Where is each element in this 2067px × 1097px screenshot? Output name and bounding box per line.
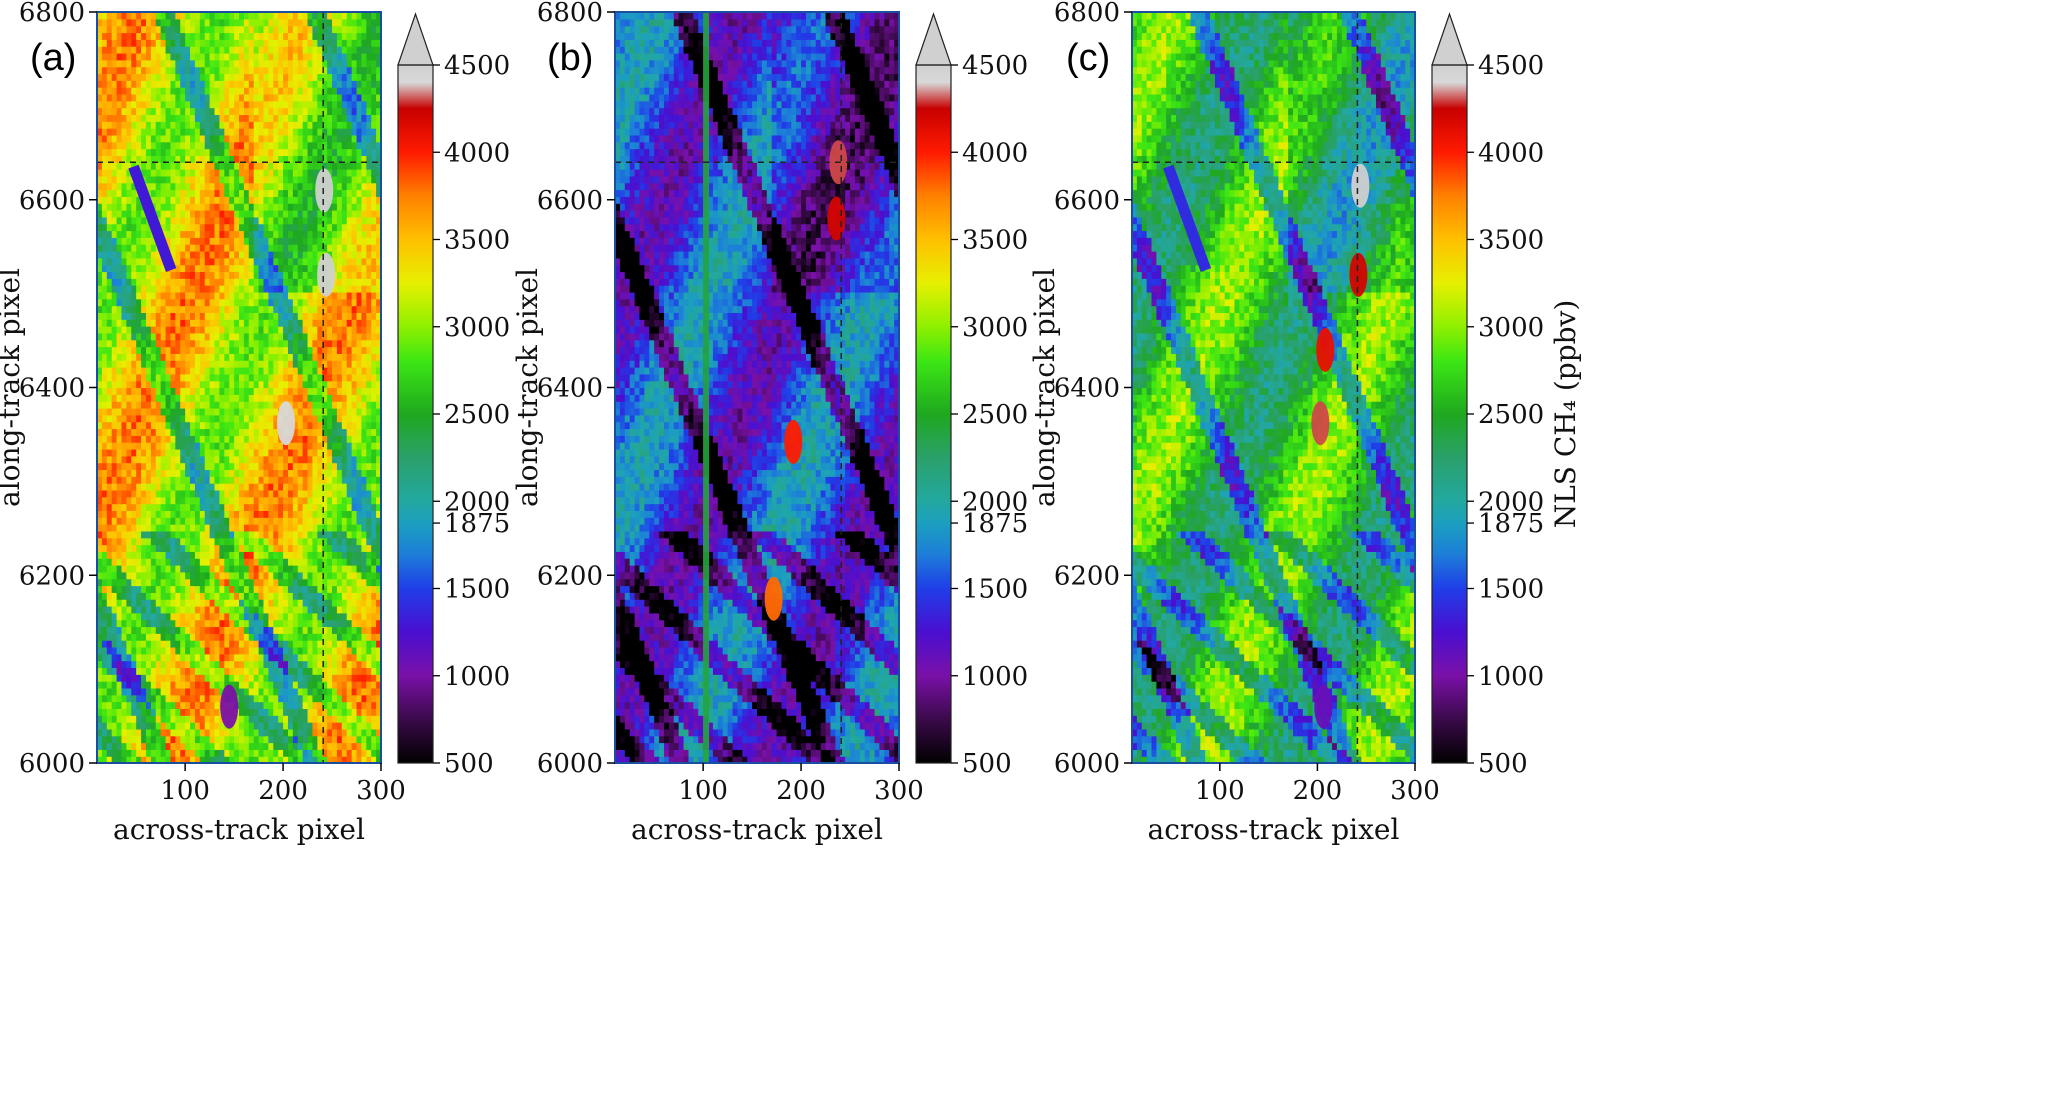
plume-hotspot — [764, 576, 783, 621]
panel-3: 100 200 300 6000 6200 6400 6600 6800 across-trac… — [1028, 0, 1582, 846]
colorbar-tick-label: 500 — [444, 749, 494, 779]
y-tick-label: 6400 — [537, 374, 603, 404]
plume-hotspot — [315, 168, 334, 213]
plume-hotspot — [784, 419, 803, 464]
colorbar-tick-label: 2000 — [444, 487, 510, 517]
colorbar-tick-label: 500 — [962, 749, 1012, 779]
colorbar-tick-label: 1500 — [444, 575, 510, 605]
y-tick-label: 6200 — [1054, 561, 1120, 591]
panel-label: (b) — [547, 37, 593, 79]
feature-stripe — [128, 164, 177, 272]
colorbar-tick-label: 4000 — [444, 138, 510, 168]
y-tick-label: 6600 — [19, 186, 85, 216]
colorbar-tick-label: 3500 — [1478, 226, 1544, 256]
y-axis-label: along-track pixel — [1028, 268, 1061, 507]
plume-hotspot — [1311, 401, 1330, 446]
plume-hotspot — [1314, 684, 1333, 729]
y-tick-label: 6000 — [19, 749, 85, 779]
colorbar-tick-label: 3500 — [962, 226, 1028, 256]
y-tick-label: 6200 — [19, 561, 85, 591]
y-tick-label: 6600 — [1054, 186, 1120, 216]
panels: 100 200 300 6000 6200 6400 6600 6800 across-trac… — [0, 0, 1582, 846]
colorbar-tick-label: 4500 — [1478, 51, 1544, 81]
colorbar-tick-label: 4000 — [962, 138, 1028, 168]
x-tick-label: 100 — [678, 776, 728, 806]
x-tick-label: 200 — [776, 776, 826, 806]
x-axis-label: across-track pixel — [631, 813, 883, 846]
feature-stripe — [1163, 164, 1212, 272]
panel-2: 100 200 300 6000 6200 6400 6600 6800 across-trac… — [511, 0, 1028, 846]
colorbar-tick-label: 4000 — [1478, 138, 1544, 168]
colorbar-tick-label: 1500 — [1478, 575, 1544, 605]
y-axis-label: along-track pixel — [0, 268, 26, 507]
x-axis-label: across-track pixel — [113, 813, 365, 846]
plume-hotspot — [220, 684, 239, 729]
colorbar-tick-label: 500 — [1478, 749, 1528, 779]
colorbar-tick-label: 1000 — [444, 662, 510, 692]
x-tick-label: 100 — [1195, 776, 1245, 806]
y-tick-label: 6800 — [19, 0, 85, 28]
plume-hotspot — [1351, 163, 1370, 208]
colorbar-tick-label: 1500 — [962, 575, 1028, 605]
plume-hotspot — [317, 252, 336, 297]
colorbar-extend-arrow — [1431, 12, 1468, 66]
colorbar-gradient — [398, 65, 433, 763]
x-tick-label: 300 — [874, 776, 924, 806]
colorbar-tick-label: 4500 — [444, 51, 510, 81]
colorbar-tick-label: 2500 — [444, 400, 510, 430]
colorbar-gradient — [1432, 65, 1467, 763]
colorbar-tick-label: 1000 — [1478, 662, 1544, 692]
colorbar-tick-label: 3000 — [444, 313, 510, 343]
plume-hotspot — [827, 196, 846, 241]
plume-hotspot — [277, 401, 296, 446]
colorbar-tick-label: 2500 — [962, 400, 1028, 430]
column-artifact — [703, 12, 710, 763]
y-tick-label: 6200 — [537, 561, 603, 591]
colorbar-tick-label: 3500 — [444, 226, 510, 256]
x-axis-label: across-track pixel — [1148, 813, 1400, 846]
colorbar-tick-label: 4500 — [962, 51, 1028, 81]
colorbar-label: NLS CH₄ (ppbv) — [1549, 300, 1582, 529]
x-tick-label: 100 — [160, 776, 210, 806]
y-tick-label: 6000 — [1054, 749, 1120, 779]
colorbar-tick-label: 3000 — [1478, 313, 1544, 343]
heatmap-image — [1132, 12, 1415, 763]
colorbar-tick-label: 3000 — [962, 313, 1028, 343]
colorbar-extend-arrow — [915, 12, 952, 66]
heatmap-image — [615, 12, 899, 763]
colorbar-extend-arrow — [397, 12, 434, 66]
x-tick-label: 200 — [258, 776, 308, 806]
y-tick-label: 6600 — [537, 186, 603, 216]
plume-hotspot — [1316, 327, 1335, 372]
x-tick-label: 300 — [1390, 776, 1440, 806]
colorbar-tick-label: 2500 — [1478, 400, 1544, 430]
y-tick-label: 6000 — [537, 749, 603, 779]
y-tick-label: 6800 — [537, 0, 603, 28]
y-tick-label: 6400 — [19, 374, 85, 404]
plume-hotspot — [1349, 252, 1368, 297]
y-tick-label: 6800 — [1054, 0, 1120, 28]
panel-1: 100 200 300 6000 6200 6400 6600 6800 across-trac… — [0, 0, 510, 846]
heatmap-image — [97, 12, 381, 763]
colorbar-tick-label: 2000 — [962, 487, 1028, 517]
panel-label: (a) — [30, 37, 76, 79]
colorbar-tick-label: 1875 — [1478, 509, 1544, 539]
colorbar-tick-label: 1000 — [962, 662, 1028, 692]
panel-label: (c) — [1066, 37, 1110, 79]
y-axis-label: along-track pixel — [511, 268, 544, 507]
y-tick-label: 6400 — [1054, 374, 1120, 404]
colorbar-tick-label: 2000 — [1478, 487, 1544, 517]
colorbar-tick-label: 1875 — [444, 509, 510, 539]
x-tick-label: 200 — [1293, 776, 1343, 806]
colorbar-tick-label: 1875 — [962, 509, 1028, 539]
colorbar-gradient — [916, 65, 951, 763]
x-tick-label: 300 — [356, 776, 406, 806]
